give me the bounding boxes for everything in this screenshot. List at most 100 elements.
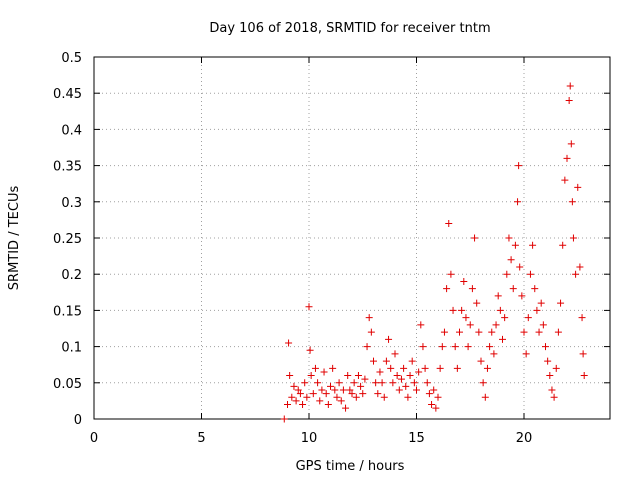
data-point: [348, 390, 356, 398]
data-point: [503, 270, 511, 278]
data-point: [378, 379, 386, 387]
data-point: [475, 328, 483, 336]
data-point: [370, 357, 377, 365]
data-point: [578, 314, 586, 322]
data-point: [490, 350, 498, 358]
data-point: [344, 372, 352, 380]
data-point: [522, 350, 530, 358]
data-point: [557, 299, 565, 307]
data-point: [311, 364, 319, 372]
data-point: [288, 393, 296, 401]
y-tick-label: 0: [74, 413, 82, 428]
data-point: [531, 285, 539, 293]
data-point: [337, 397, 345, 405]
data-point: [518, 292, 526, 300]
data-point: [333, 393, 341, 401]
data-point: [339, 386, 347, 394]
data-point: [372, 379, 380, 387]
data-point: [292, 397, 300, 405]
y-tick-label: 0.05: [53, 377, 82, 392]
data-point: [393, 372, 401, 380]
data-point: [559, 241, 567, 249]
x-tick-label: 10: [301, 431, 318, 446]
y-tick-label: 0.45: [53, 87, 82, 102]
data-point: [572, 270, 580, 278]
data-point: [499, 335, 506, 343]
data-point: [537, 299, 545, 307]
data-point: [445, 220, 453, 228]
data-point: [296, 390, 304, 398]
data-point: [359, 390, 367, 398]
data-point: [430, 386, 438, 394]
data-point: [529, 241, 537, 249]
data-point: [509, 285, 517, 293]
data-point: [515, 162, 523, 170]
data-point: [511, 241, 519, 249]
data-point: [496, 306, 504, 314]
data-point: [299, 401, 307, 409]
data-point: [410, 379, 418, 387]
data-point: [301, 379, 309, 387]
data-point: [397, 375, 405, 383]
data-point: [303, 393, 311, 401]
data-point: [376, 368, 384, 376]
data-point: [563, 154, 571, 162]
data-point: [391, 350, 399, 358]
data-point: [361, 375, 369, 383]
data-point: [561, 176, 569, 184]
data-point: [404, 393, 412, 401]
x-tick-label: 20: [516, 431, 533, 446]
data-point: [535, 328, 543, 336]
data-point: [286, 372, 294, 380]
data-point: [342, 404, 350, 412]
data-point: [352, 393, 360, 401]
data-point: [346, 386, 354, 394]
data-point: [329, 364, 337, 372]
data-point: [471, 234, 479, 242]
data-point: [400, 364, 408, 372]
data-point: [380, 393, 388, 401]
data-point: [318, 386, 326, 394]
y-tick-label: 0.2: [61, 268, 82, 283]
data-point: [458, 306, 466, 314]
data-point: [367, 328, 375, 336]
data-point: [566, 82, 574, 90]
data-point: [324, 401, 332, 409]
data-point: [483, 364, 491, 372]
y-tick-label: 0.4: [61, 123, 82, 138]
data-point: [477, 357, 485, 365]
data-point: [546, 372, 554, 380]
y-tick-label: 0.25: [53, 232, 82, 247]
data-point: [550, 393, 558, 401]
data-point: [316, 397, 324, 405]
data-point: [580, 372, 588, 380]
data-point: [408, 357, 416, 365]
data-point: [354, 372, 362, 380]
data-point: [453, 364, 461, 372]
data-point: [526, 270, 534, 278]
data-point: [507, 256, 515, 264]
data-point: [567, 140, 575, 148]
data-point: [516, 263, 524, 271]
data-point: [554, 328, 562, 336]
data-point: [309, 390, 317, 398]
data-point: [306, 346, 314, 354]
data-point: [290, 382, 298, 390]
data-point: [305, 303, 313, 311]
data-point: [481, 393, 489, 401]
data-point: [460, 277, 468, 285]
data-point: [434, 393, 442, 401]
data-point: [464, 343, 472, 351]
data-point: [520, 328, 528, 336]
data-point: [579, 350, 587, 358]
data-point: [473, 299, 481, 307]
data-point: [331, 386, 339, 394]
data-point: [307, 372, 315, 380]
data-point: [382, 357, 390, 365]
data-point: [479, 379, 487, 387]
y-axis-label: SRMTID / TECUs: [7, 186, 22, 291]
data-point: [576, 263, 584, 271]
data-point: [402, 382, 410, 390]
x-axis-label: GPS time / hours: [296, 459, 405, 474]
